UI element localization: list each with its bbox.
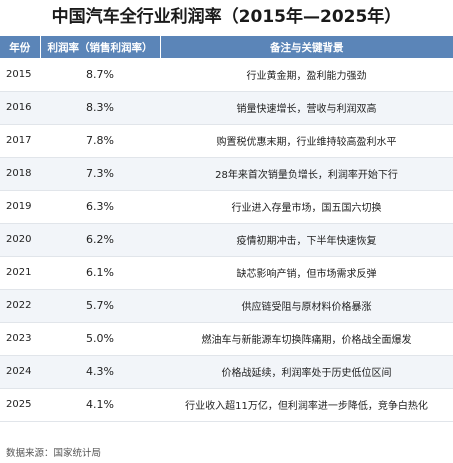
cell-note: 销量快速增长，营收与利润双高 [160, 91, 453, 125]
header-year: 年份 [0, 36, 41, 58]
cell-year: 2016 [0, 91, 40, 125]
cell-note: 行业黄金期，盈利能力强劲 [160, 58, 453, 92]
cell-year: 2019 [0, 190, 40, 224]
header-rate: 利润率（销售利润率） [40, 36, 161, 58]
cell-rate: 5.7% [40, 289, 160, 323]
table-row: 2024 4.3% 价格战延续，利润率处于历史低位区间 [0, 355, 453, 389]
cell-year: 2015 [0, 58, 40, 92]
cell-year: 2018 [0, 157, 40, 191]
cell-note: 疫情初期冲击，下半年快速恢复 [160, 223, 453, 257]
cell-note: 购置税优惠末期，行业维持较高盈利水平 [160, 124, 453, 158]
cell-rate: 6.2% [40, 223, 160, 257]
table-row: 2020 6.2% 疫情初期冲击，下半年快速恢复 [0, 223, 453, 257]
cell-note: 行业收入超11万亿，但利润率进一步降低，竞争白热化 [160, 388, 453, 422]
cell-note: 价格战延续，利润率处于历史低位区间 [160, 355, 453, 389]
table-row: 2021 6.1% 缺芯影响产销，但市场需求反弹 [0, 256, 453, 290]
cell-note: 燃油车与新能源车切换阵痛期，价格战全面爆发 [160, 322, 453, 356]
table-row: 2016 8.3% 销量快速增长，营收与利润双高 [0, 91, 453, 125]
cell-rate: 6.3% [40, 190, 160, 224]
table-row: 2022 5.7% 供应链受阻与原材料价格暴涨 [0, 289, 453, 323]
cell-note: 供应链受阻与原材料价格暴涨 [160, 289, 453, 323]
profit-rate-table: 年份 利润率（销售利润率） 备注与关键背景 2015 8.7% 行业黄金期，盈利… [0, 36, 453, 422]
cell-note: 28年来首次销量负增长，利润率开始下行 [160, 157, 453, 191]
table-row: 2017 7.8% 购置税优惠末期，行业维持较高盈利水平 [0, 124, 453, 158]
page-title: 中国汽车全行业利润率（2015年—2025年） [51, 7, 402, 27]
cell-note: 缺芯影响产销，但市场需求反弹 [160, 256, 453, 290]
cell-year: 2025 [0, 388, 40, 422]
cell-note: 行业进入存量市场，国五国六切换 [160, 190, 453, 224]
table-header-row: 年份 利润率（销售利润率） 备注与关键背景 [0, 36, 453, 58]
table-row: 2025 4.1% 行业收入超11万亿，但利润率进一步降低，竞争白热化 [0, 388, 453, 422]
data-source-note: 数据来源：国家统计局 [6, 448, 102, 459]
table-row: 2019 6.3% 行业进入存量市场，国五国六切换 [0, 190, 453, 224]
cell-year: 2024 [0, 355, 40, 389]
cell-rate: 7.8% [40, 124, 160, 158]
cell-year: 2021 [0, 256, 40, 290]
cell-year: 2022 [0, 289, 40, 323]
cell-rate: 7.3% [40, 157, 160, 191]
cell-year: 2023 [0, 322, 40, 356]
table-row: 2015 8.7% 行业黄金期，盈利能力强劲 [0, 58, 453, 92]
cell-rate: 6.1% [40, 256, 160, 290]
cell-rate: 8.7% [40, 58, 160, 92]
table-row: 2018 7.3% 28年来首次销量负增长，利润率开始下行 [0, 157, 453, 191]
table-row: 2023 5.0% 燃油车与新能源车切换阵痛期，价格战全面爆发 [0, 322, 453, 356]
cell-rate: 8.3% [40, 91, 160, 125]
cell-year: 2020 [0, 223, 40, 257]
cell-year: 2017 [0, 124, 40, 158]
header-note: 备注与关键背景 [270, 41, 344, 54]
cell-rate: 4.1% [40, 388, 160, 422]
cell-rate: 4.3% [40, 355, 160, 389]
cell-rate: 5.0% [40, 322, 160, 356]
